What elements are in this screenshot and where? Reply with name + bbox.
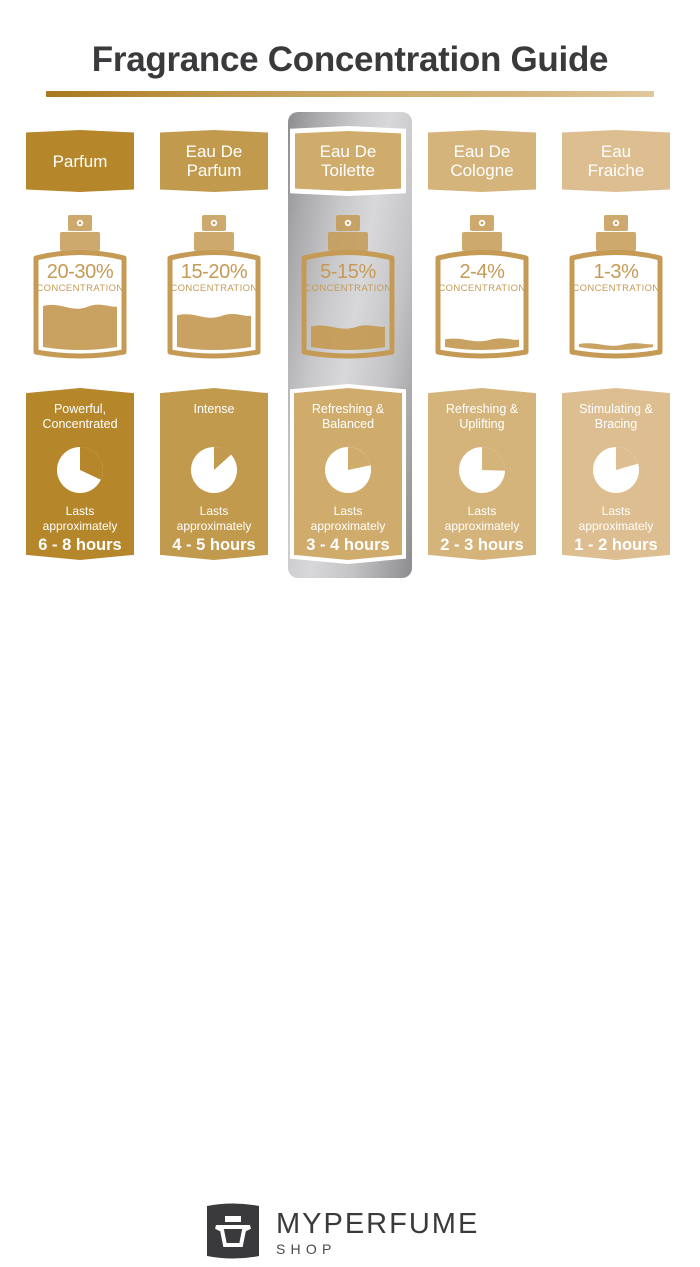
- column-parfum: Parfum 20-30% CONCENTRATION Powerful, Concen…: [22, 0, 138, 700]
- lasts-label: Lasts approximately: [42, 504, 118, 533]
- lasts-label: Lasts approximately: [444, 504, 520, 533]
- concentration-value: 15-20%: [180, 261, 248, 283]
- type-badge-label: Eau Fraiche: [587, 142, 645, 180]
- character-description: Powerful, Concentrated: [42, 402, 118, 431]
- perfume-bottle-illustration: [290, 212, 406, 362]
- concentration-readout: 5-15% CONCENTRATION: [290, 262, 406, 295]
- longevity-pie-chart: [590, 444, 642, 501]
- duration-value: 1 - 2 hours: [574, 536, 658, 554]
- longevity-pie-chart: [188, 444, 240, 501]
- perfume-bottle-icon: [203, 1200, 263, 1262]
- concentration-readout: 1-3% CONCENTRATION: [558, 262, 674, 295]
- character-description: Refreshing & Balanced: [311, 402, 385, 431]
- concentration-value: 5-15%: [320, 261, 376, 283]
- concentration-readout: 20-30% CONCENTRATION: [22, 262, 138, 295]
- longevity-pie-chart: [322, 444, 374, 501]
- column-eau-de-cologne: Eau De Cologne 2-4% CONCENTRATION Refreshing…: [424, 0, 540, 700]
- longevity-card[interactable]: Powerful, Concentrated Lasts approximately 6…: [26, 388, 134, 560]
- type-badge-inner: Eau De Toilette: [295, 131, 401, 191]
- character-description: Stimulating & Bracing: [579, 402, 653, 431]
- concentration-value: 2-4%: [459, 261, 505, 283]
- longevity-card[interactable]: Refreshing & Uplifting Lasts approximately 2…: [428, 388, 536, 560]
- longevity-pie-chart: [456, 444, 508, 501]
- longevity-card[interactable]: Intense Lasts approximately 4 - 5 hours: [160, 388, 268, 560]
- type-badge-label: Eau De Parfum: [185, 142, 243, 180]
- brand-text-block: MYPERFUME SHOP: [276, 1209, 479, 1258]
- concentration-caption: CONCENTRATION: [36, 283, 124, 294]
- column-eau-fraiche: Eau Fraiche 1-3% CONCENTRATION Stimulating &…: [558, 0, 674, 700]
- page-title: Fragrance Concentration Guide: [91, 40, 609, 79]
- type-badge[interactable]: Eau Fraiche: [562, 130, 670, 192]
- type-badge[interactable]: Eau De Parfum: [160, 130, 268, 192]
- concentration-readout: 2-4% CONCENTRATION: [424, 262, 540, 295]
- longevity-card[interactable]: Stimulating & Bracing Lasts approximately 1 …: [562, 388, 670, 560]
- concentration-caption: CONCENTRATION: [572, 283, 660, 294]
- longevity-card-inner: Refreshing & Balanced Lasts approximately 3 …: [294, 388, 402, 560]
- character-description: Refreshing & Uplifting: [445, 402, 519, 431]
- type-badge[interactable]: Eau De Cologne: [428, 130, 536, 192]
- lasts-label: Lasts approximately: [310, 504, 386, 533]
- duration-value: 4 - 5 hours: [172, 536, 256, 554]
- footer-branding: MYPERFUME SHOP: [0, 598, 700, 1259]
- concentration-value: 1-3%: [593, 261, 639, 283]
- character-description: Intense: [193, 402, 235, 416]
- lasts-label: Lasts approximately: [176, 504, 252, 533]
- type-badge-label: Eau De Cologne: [450, 142, 514, 180]
- type-badge[interactable]: Parfum: [26, 130, 134, 192]
- brand-name: MYPERFUME: [276, 1208, 480, 1240]
- duration-value: 3 - 4 hours: [306, 536, 390, 554]
- concentration-value: 20-30%: [46, 261, 114, 283]
- concentration-readout: 15-20% CONCENTRATION: [156, 262, 272, 295]
- perfume-bottle-illustration: [558, 212, 674, 362]
- longevity-pie-chart: [54, 444, 106, 501]
- perfume-bottle-illustration: [22, 212, 138, 362]
- type-badge-label: Parfum: [52, 151, 108, 171]
- lasts-label: Lasts approximately: [578, 504, 654, 533]
- concentration-caption: CONCENTRATION: [304, 283, 392, 294]
- brand-subtitle: SHOP: [276, 1241, 337, 1257]
- perfume-bottle-illustration: [156, 212, 272, 362]
- column-eau-de-parfum: Eau De Parfum 15-20% CONCENTRATION Intense La…: [156, 0, 272, 700]
- duration-value: 6 - 8 hours: [38, 536, 122, 554]
- title-underline-rule: [46, 91, 654, 97]
- type-badge[interactable]: Eau De Toilette: [290, 126, 406, 196]
- column-eau-de-toilette: Eau De Toilette 5-15% CONCENTRATION Refreshi…: [290, 0, 406, 700]
- duration-value: 2 - 3 hours: [440, 536, 524, 554]
- perfume-bottle-illustration: [424, 212, 540, 362]
- longevity-card[interactable]: Refreshing & Balanced Lasts approximately 3 …: [290, 384, 406, 564]
- concentration-caption: CONCENTRATION: [438, 283, 526, 294]
- concentration-caption: CONCENTRATION: [170, 283, 258, 294]
- type-badge-label: Eau De Toilette: [319, 142, 377, 180]
